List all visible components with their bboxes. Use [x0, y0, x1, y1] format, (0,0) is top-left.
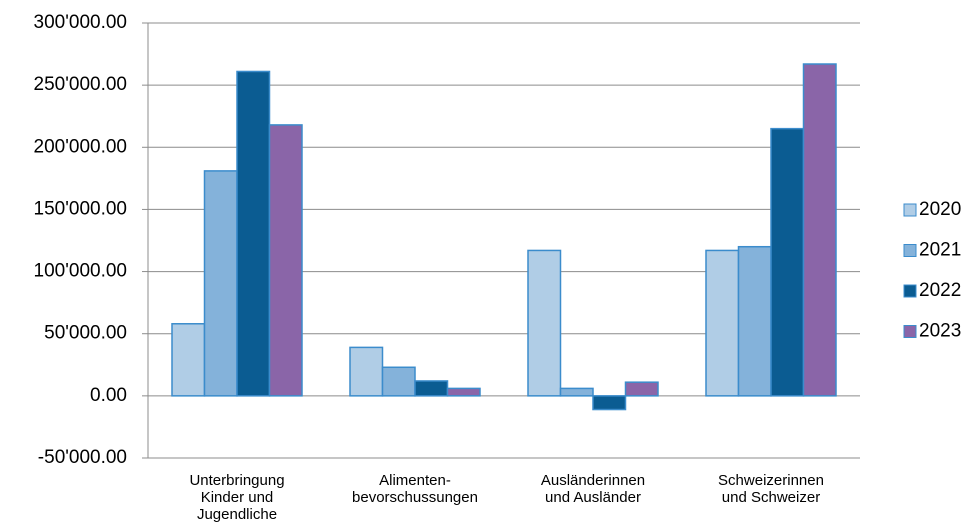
y-tick-label: 300'000.00 [34, 12, 127, 33]
x-tick-label: Jugendliche [197, 506, 277, 523]
y-tick-label: 250'000.00 [34, 74, 127, 95]
x-tick-label: bevorschussungen [352, 489, 478, 506]
x-tick-label: Ausländerinnen [541, 472, 645, 489]
bar [770, 127, 805, 397]
legend-swatch [903, 325, 917, 338]
y-tick-label: 100'000.00 [34, 261, 127, 282]
legend-swatch [903, 203, 917, 217]
y-tick-label: -50'000.00 [38, 447, 127, 468]
x-tick-label: Kinder und [201, 489, 274, 506]
legend-label: 2021 [919, 240, 961, 261]
bar [624, 381, 659, 397]
bar [236, 70, 271, 397]
legend-label: 2022 [919, 280, 961, 301]
legend-swatch [903, 284, 917, 298]
bar [446, 387, 481, 397]
bar [268, 124, 303, 397]
legend-label: 2023 [919, 321, 961, 342]
legend-swatch [903, 244, 917, 257]
bar [802, 63, 837, 397]
x-tick-label: Alimenten- [379, 472, 451, 489]
y-tick-label: 200'000.00 [34, 136, 127, 157]
x-tick-label: und Schweizer [722, 489, 820, 506]
y-tick-label: 0.00 [90, 385, 127, 406]
bar [737, 245, 772, 397]
bar [592, 395, 627, 411]
x-tick-label: und Ausländer [545, 489, 641, 506]
legend-label: 2020 [919, 199, 961, 220]
x-tick-label: Schweizerinnen [718, 472, 824, 489]
bar [705, 249, 740, 397]
bar [171, 323, 206, 397]
bar [414, 380, 449, 397]
bar [527, 249, 562, 397]
y-tick-label: 150'000.00 [34, 198, 127, 219]
bar [349, 346, 384, 397]
bar [381, 366, 416, 397]
x-tick-label: Unterbringung [189, 472, 284, 489]
bar [203, 170, 238, 397]
y-tick-label: 50'000.00 [44, 323, 127, 344]
bar [559, 387, 594, 397]
